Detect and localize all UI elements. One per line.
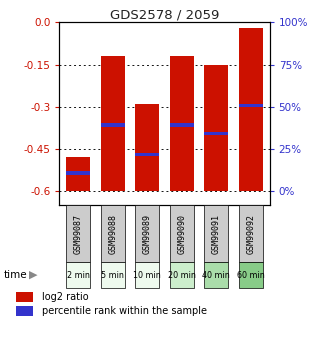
Bar [101,262,125,288]
Bar [204,262,228,288]
Text: GSM99088: GSM99088 [108,214,117,254]
Bar [66,205,91,262]
Bar [66,262,91,288]
Bar [16,306,33,316]
Bar [204,205,228,262]
Text: GSM99091: GSM99091 [212,214,221,254]
Bar [204,65,228,191]
Text: percentile rank within the sample: percentile rank within the sample [42,306,207,316]
Bar [204,132,228,135]
Text: time: time [3,270,27,280]
Title: GDS2578 / 2059: GDS2578 / 2059 [110,8,219,21]
Bar [170,124,194,127]
Text: 10 min: 10 min [134,270,161,280]
Text: GSM99090: GSM99090 [177,214,186,254]
Bar [101,124,125,127]
Bar [66,157,91,191]
Text: 2 min: 2 min [67,270,90,280]
Text: 60 min: 60 min [237,270,265,280]
Bar [239,28,263,191]
Text: log2 ratio: log2 ratio [42,292,89,302]
Bar [170,262,194,288]
Bar [170,205,194,262]
Bar [170,56,194,191]
Bar [239,205,263,262]
Bar [135,153,159,156]
Text: GSM99087: GSM99087 [74,214,83,254]
Bar [239,104,263,107]
Bar [101,56,125,191]
Text: 20 min: 20 min [168,270,196,280]
Bar [135,262,159,288]
Bar [16,292,33,302]
Bar [135,104,159,191]
Text: GSM99089: GSM99089 [143,214,152,254]
Text: 40 min: 40 min [202,270,230,280]
Bar [101,205,125,262]
Bar [239,262,263,288]
Text: GSM99092: GSM99092 [246,214,255,254]
Bar [66,171,91,175]
Text: ▶: ▶ [30,270,38,280]
Text: 5 min: 5 min [101,270,124,280]
Bar [135,205,159,262]
